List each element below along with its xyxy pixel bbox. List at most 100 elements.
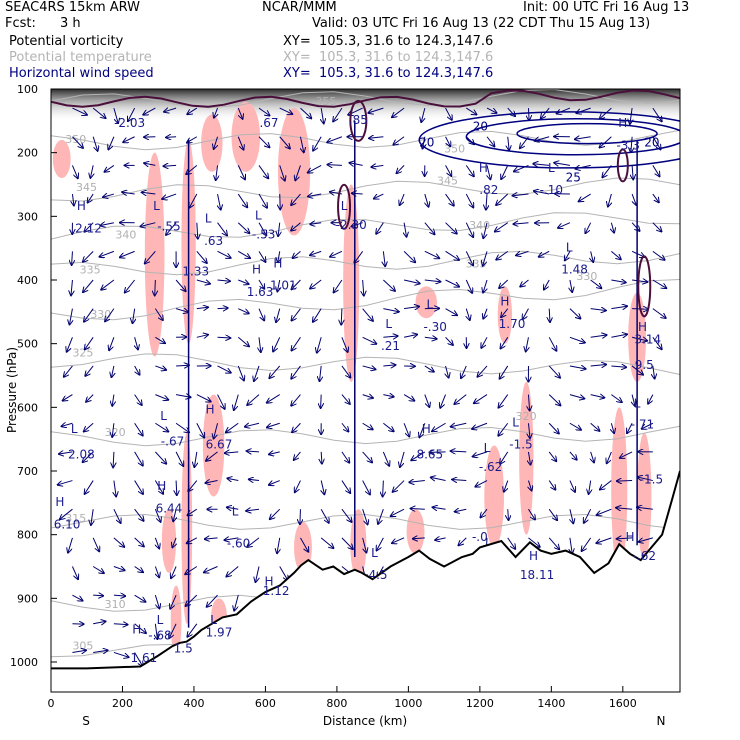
wind-vector	[292, 422, 301, 432]
extremum-label: -.30	[423, 320, 446, 334]
wind-vector	[185, 566, 198, 575]
extremum-label: 9.5	[635, 358, 654, 372]
wind-vector	[226, 422, 239, 432]
wind-vector	[424, 280, 441, 282]
wind-vector	[620, 451, 633, 458]
wind-vector	[225, 452, 239, 453]
wind-vector	[611, 222, 614, 233]
wind-vector	[514, 223, 529, 224]
y-tick-label: 100	[17, 83, 38, 96]
extremum-label: H	[264, 575, 273, 589]
wind-vector	[446, 365, 449, 378]
wind-vector	[300, 107, 311, 118]
wind-vector	[269, 452, 280, 455]
wind-vector	[68, 537, 73, 553]
wind-vector	[591, 451, 594, 463]
wind-vector	[548, 422, 559, 433]
wind-vector	[431, 477, 446, 480]
wind-vector	[249, 479, 260, 480]
isentrope-label: 345	[437, 175, 458, 188]
wind-vector	[362, 451, 372, 463]
pv-fill-region	[406, 509, 425, 554]
wind-vector	[393, 480, 405, 492]
wind-vector	[569, 394, 584, 399]
wind-vector	[504, 480, 508, 492]
x-tick-label: 600	[255, 697, 276, 710]
wind-vector	[608, 193, 611, 206]
wind-vector	[103, 194, 115, 197]
wind-vector	[508, 136, 509, 150]
terrain-layer	[51, 470, 680, 692]
wind-vector	[478, 365, 488, 377]
wind-vector	[611, 394, 621, 403]
wind-vector	[652, 250, 665, 260]
wind-vector	[169, 623, 177, 638]
wind-vector	[617, 481, 633, 482]
wind-vector	[175, 279, 186, 291]
wind-vector	[445, 250, 459, 260]
wind-vector	[534, 191, 550, 194]
wind-vector	[383, 279, 395, 291]
wind-vector	[71, 566, 78, 580]
wind-vector	[310, 223, 322, 225]
pv-contour	[337, 183, 352, 230]
wind-vector	[383, 251, 385, 266]
extremum-label: -2.03	[114, 116, 145, 130]
wind-vector	[378, 509, 384, 524]
extremum-label: 2.12	[75, 221, 102, 235]
wind-vector	[238, 280, 248, 284]
wind-vector	[162, 193, 177, 199]
wind-vector	[459, 537, 467, 545]
wind-vector	[637, 507, 653, 509]
wind-vector	[403, 394, 414, 401]
wind-vector	[383, 480, 384, 497]
wind-vector	[569, 480, 575, 492]
extremum-label: -.68	[148, 629, 171, 643]
wind-vector	[134, 594, 146, 602]
y-tick-label: 800	[17, 529, 38, 542]
wind-vector	[238, 308, 249, 314]
extremum-label: L	[153, 199, 160, 213]
extremum-label: 6.67	[206, 438, 233, 452]
extremum-label: 6.10	[54, 517, 81, 531]
wind-vector	[607, 451, 612, 463]
extremum-label: 2.08	[68, 447, 95, 461]
wind-vector	[403, 335, 417, 338]
pv-fill-region	[519, 381, 534, 535]
extremum-label: L	[566, 240, 573, 254]
wind-vector	[155, 366, 166, 370]
wind-vector	[445, 336, 453, 345]
wind-vector	[196, 394, 211, 402]
isentrope-label: 310	[105, 598, 126, 611]
wind-vector	[495, 222, 509, 232]
wind-vector	[403, 423, 409, 436]
wind-vector	[465, 165, 474, 176]
wind-vector	[383, 336, 397, 337]
wind-vector	[507, 537, 515, 549]
plot-area: 305 310 315 320 325 330 335 340 345 350 355 340 345 3…	[51, 89, 680, 692]
wind-vector	[217, 365, 231, 373]
extremum-label: L	[426, 298, 433, 312]
wind-vector	[164, 108, 177, 112]
isentrope-label: 315	[65, 512, 86, 525]
wind-vector	[533, 164, 550, 166]
wind-vector	[90, 165, 93, 177]
wind-vector	[496, 193, 509, 205]
wind-vector	[267, 422, 280, 427]
wind-vector	[632, 394, 635, 406]
extremum-label: .67	[259, 116, 278, 130]
wind-vector	[84, 422, 94, 431]
wind-vector	[247, 394, 260, 405]
wind-vector	[60, 508, 73, 519]
wind-vector	[258, 308, 264, 321]
wind-vector	[291, 394, 301, 406]
wind-vector	[513, 194, 529, 196]
wind-vector	[424, 250, 439, 258]
extremum-label: 1.61	[131, 651, 158, 665]
wind-vector	[72, 650, 86, 652]
wind-vector	[424, 337, 437, 339]
wind-vector	[523, 308, 529, 320]
wind-vector	[83, 250, 94, 261]
isentrope-label: 340	[115, 229, 136, 242]
wind-vector	[247, 537, 260, 547]
